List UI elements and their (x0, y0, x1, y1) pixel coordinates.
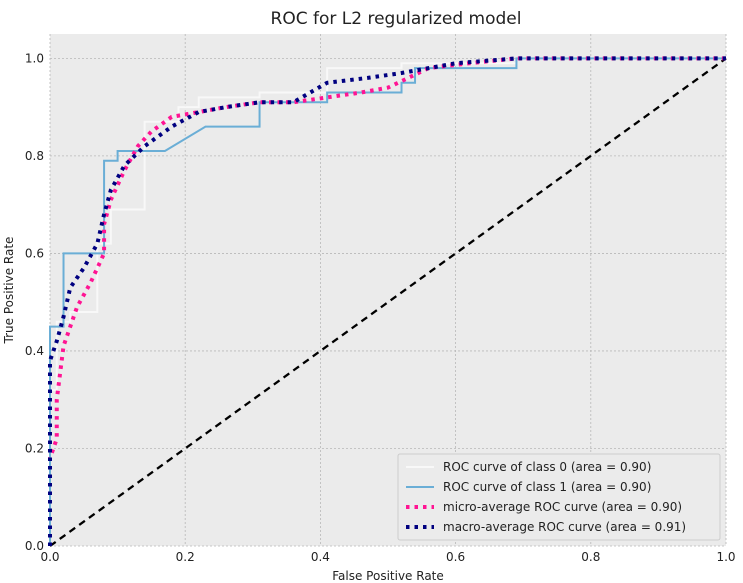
x-tick-labels: 0.0 0.2 0.4 0.6 0.8 1.0 (40, 550, 735, 564)
y-tick-label: 0.0 (25, 539, 44, 553)
legend-entry: macro-average ROC curve (area = 0.91) (443, 520, 686, 534)
x-tick-label: 0.2 (176, 550, 195, 564)
legend-box (397, 453, 721, 541)
y-tick-label: 0.2 (25, 441, 44, 455)
series-line-1 (49, 57, 726, 546)
legend-entry: ROC curve of class 0 (area = 0.90) (443, 460, 651, 474)
x-tick-label: 1.0 (716, 550, 735, 564)
legend-entry: micro-average ROC curve (area = 0.90) (443, 500, 682, 514)
x-tick-label: 0.6 (446, 550, 465, 564)
y-axis-label: True Positive Rate (2, 237, 16, 345)
legend-entry: ROC curve of class 1 (area = 0.90) (443, 480, 651, 494)
series-line-2 (48, 56, 726, 546)
chance-line (49, 57, 727, 547)
legend: ROC curve of class 0 (area = 0.90) ROC cu… (397, 453, 721, 541)
x-tick-label: 0.8 (581, 550, 600, 564)
chance-diagonal-line (49, 57, 727, 547)
x-tick-label: 0.0 (40, 550, 59, 564)
y-tick-label: 1.0 (25, 51, 44, 65)
grid-lines (49, 34, 727, 547)
y-tick-labels: 0.0 0.2 0.4 0.6 0.8 1.0 (25, 51, 44, 553)
y-tick-label: 0.6 (25, 246, 44, 260)
series-line-0 (49, 57, 726, 546)
y-tick-label: 0.4 (25, 344, 44, 358)
series-layer (48, 56, 726, 546)
chart-title: ROC for L2 regularized model (271, 9, 522, 29)
x-tick-label: 0.4 (311, 550, 330, 564)
y-tick-label: 0.8 (25, 149, 44, 163)
series-line-3 (48, 56, 726, 546)
x-axis-label: False Positive Rate (332, 569, 444, 583)
